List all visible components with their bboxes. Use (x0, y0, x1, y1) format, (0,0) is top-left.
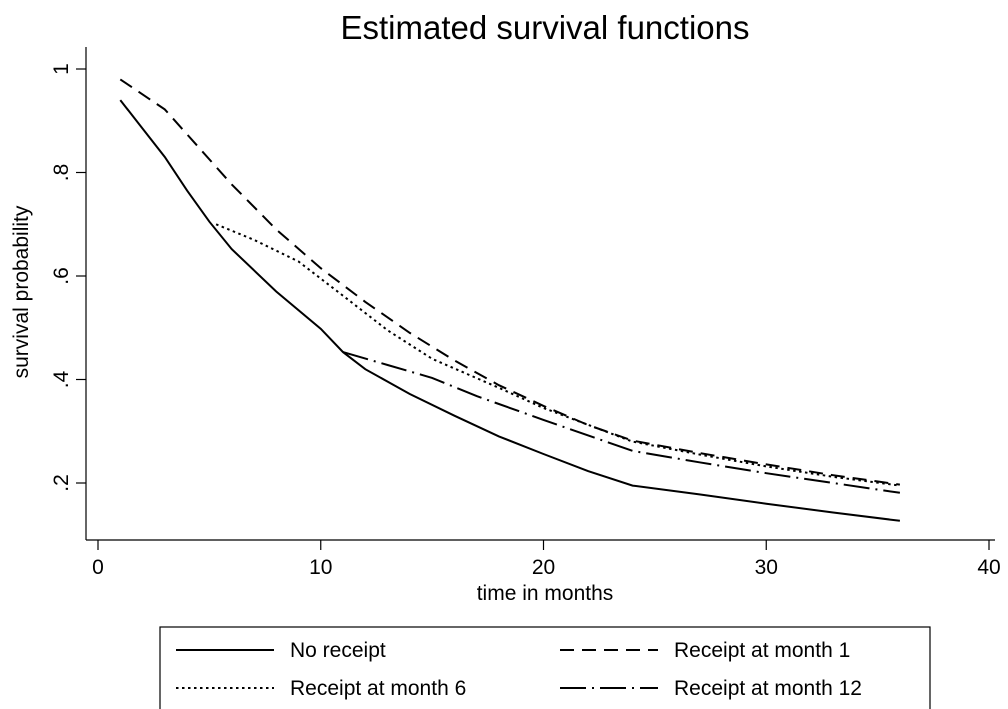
legend-label: Receipt at month 1 (674, 639, 850, 662)
x-tick-label: 40 (977, 556, 1000, 579)
legend: No receipt Receipt at month 1 Receipt at m… (159, 626, 931, 709)
x-tick-label: 10 (309, 556, 332, 579)
y-axis-ticks: .2 .4 .6 .8 1 (50, 63, 86, 492)
x-tick-label: 20 (532, 556, 555, 579)
series-line-receipt-at-month-1 (119, 78, 901, 486)
series-line-receipt-at-month-12 (342, 351, 901, 494)
y-tick-label: 1 (50, 63, 73, 75)
legend-label: Receipt at month 12 (674, 677, 862, 700)
x-axis-label: time in months (477, 582, 614, 605)
y-tick-label: .6 (50, 267, 73, 285)
legend-label: Receipt at month 6 (290, 677, 466, 700)
y-axis-label: survival probability (10, 205, 33, 378)
x-axis-ticks: 0 10 20 30 40 (92, 540, 1001, 579)
y-tick-label: .8 (50, 164, 73, 182)
series-line-receipt-at-month-6 (215, 223, 901, 487)
x-tick-label: 0 (92, 556, 104, 579)
y-tick-label: .4 (50, 370, 73, 388)
legend-label: No receipt (290, 639, 386, 662)
plot-area: 0 10 20 30 40 .2 .4 .6 .8 1 (50, 47, 1001, 579)
x-tick-label: 30 (755, 556, 778, 579)
series-lines (119, 78, 901, 522)
series-line-no-receipt (119, 99, 901, 522)
legend-items: No receipt Receipt at month 1 Receipt at m… (176, 639, 862, 700)
chart-title: Estimated survival functions (340, 9, 749, 46)
y-tick-label: .2 (50, 474, 73, 492)
legend-box (159, 626, 931, 709)
